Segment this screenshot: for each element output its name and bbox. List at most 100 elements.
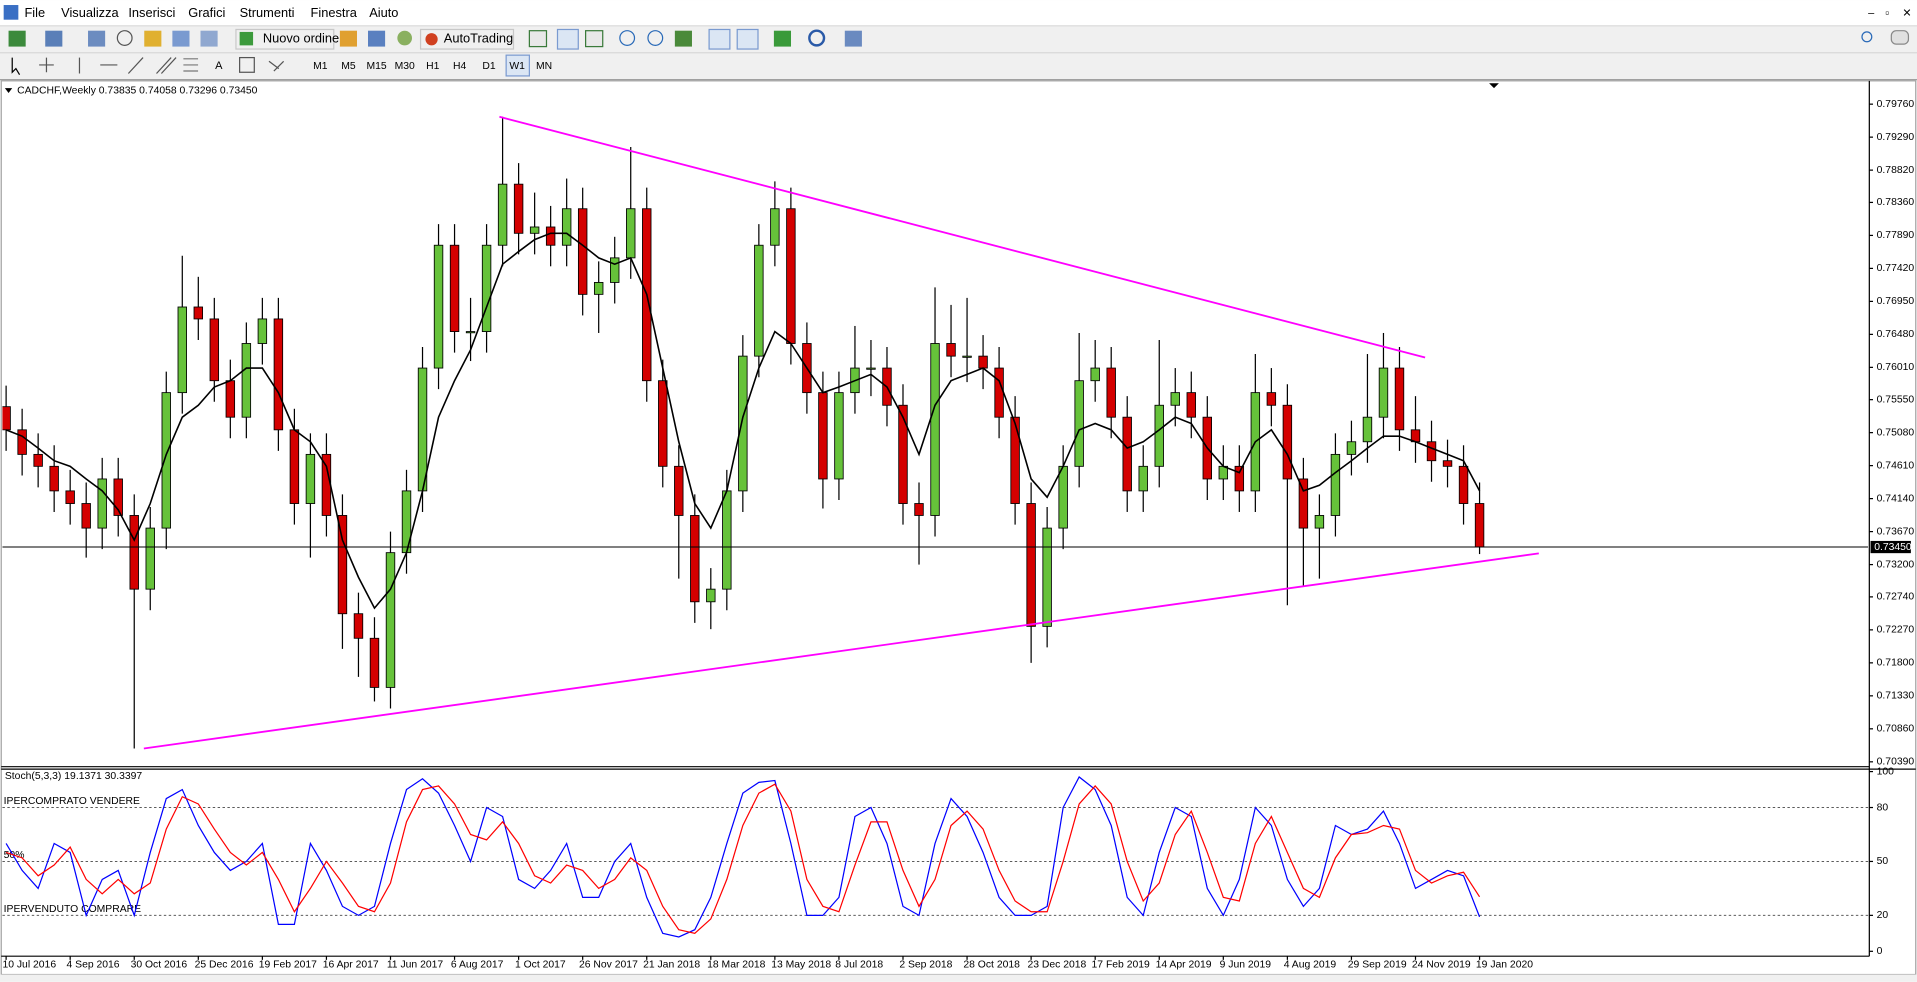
timeframe-button[interactable]: M15 (366, 61, 386, 72)
icon[interactable] (88, 30, 106, 47)
trendline (143, 552, 1539, 750)
candle-body (738, 355, 748, 492)
x-tick-label: 23 Dec 2018 (1027, 959, 1086, 970)
candle-body (1394, 367, 1405, 431)
tile-button[interactable] (674, 30, 692, 47)
timeframe-button[interactable]: MN (536, 61, 552, 72)
menu-item[interactable]: Grafici (188, 5, 225, 20)
y-tick-label: 0.79760 (1877, 99, 1915, 110)
icon[interactable] (144, 30, 162, 47)
channel-tool[interactable] (156, 57, 177, 74)
menu-item[interactable]: Finestra (311, 5, 358, 20)
menu-item[interactable]: Aiuto (369, 5, 398, 20)
candle-body (529, 226, 540, 234)
candle-body (113, 478, 123, 516)
timeframe-button[interactable]: M5 (341, 61, 356, 72)
moving-average (5, 232, 1481, 610)
arrows-tool[interactable] (268, 60, 285, 72)
timeframe-button[interactable]: D1 (482, 61, 495, 72)
icon[interactable] (200, 30, 218, 47)
icon[interactable] (116, 30, 133, 46)
icon[interactable] (397, 30, 413, 46)
text-tool[interactable]: A (215, 60, 223, 72)
candle-body (1346, 441, 1357, 455)
menu-item[interactable]: File (24, 5, 45, 20)
candle-body (1314, 515, 1325, 529)
candle-body (17, 429, 27, 455)
x-tick-label: 25 Dec 2016 (195, 959, 254, 970)
candle-body (834, 392, 844, 480)
candle-body (2, 406, 11, 431)
y-tick-label: 0.70390 (1877, 757, 1915, 768)
new-chart-icon[interactable] (8, 30, 26, 47)
candle-body (1106, 367, 1116, 418)
autotrading-button[interactable] (419, 28, 515, 50)
periods-button[interactable] (808, 29, 826, 47)
candle-body (770, 208, 780, 246)
candle-body (1234, 465, 1245, 492)
chart-shift-marker (1489, 83, 1499, 89)
autoscroll-button[interactable] (708, 28, 731, 50)
y-tick-label: 20 (1877, 910, 1889, 921)
menu-bar (0, 0, 1917, 26)
y-tick-label: 0.77420 (1877, 263, 1915, 274)
chat-icon[interactable] (1890, 30, 1910, 45)
icon[interactable] (172, 30, 190, 47)
candle-body (1138, 465, 1148, 492)
timeframe-button[interactable]: M30 (395, 61, 415, 72)
icon[interactable] (339, 30, 357, 47)
templates-button[interactable] (844, 30, 862, 47)
candle-body (626, 208, 636, 259)
autotrading-label: AutoTrading (444, 31, 513, 46)
y-tick-label: 100 (1877, 766, 1895, 777)
x-tick-label: 19 Feb 2017 (259, 959, 317, 970)
y-tick-label: 80 (1877, 802, 1889, 813)
close-button[interactable]: ✕ (1902, 7, 1911, 19)
candle-body (385, 552, 396, 688)
x-tick-label: 1 Oct 2017 (515, 959, 566, 970)
candle-body (353, 613, 364, 639)
candle-body (49, 465, 59, 492)
minimize-button[interactable]: – (1868, 7, 1875, 19)
candle-body (1058, 465, 1068, 529)
cursor-tool[interactable] (11, 57, 21, 76)
candle-body (561, 208, 572, 246)
candle-body (690, 515, 700, 603)
fibo-tool[interactable] (183, 58, 199, 72)
label-tool[interactable] (239, 56, 255, 73)
menu-item[interactable]: Visualizza (61, 5, 119, 20)
candle-body (1170, 392, 1180, 406)
last-price-label: 0.73450 (1874, 542, 1912, 553)
candle-chart-button[interactable] (556, 28, 579, 50)
candle-body (1090, 367, 1100, 382)
line-chart-button[interactable] (585, 30, 604, 48)
candle-body (593, 282, 604, 295)
timeframe-button[interactable]: W1 (509, 61, 525, 72)
x-tick-label: 10 Jul 2016 (2, 959, 56, 970)
search-icon[interactable] (1861, 31, 1873, 43)
profiles-icon[interactable] (45, 30, 63, 47)
zoom-out-button[interactable] (647, 30, 664, 46)
timeframe-button[interactable]: M1 (313, 61, 328, 72)
candle-body (898, 404, 908, 504)
trendline-tool[interactable] (127, 57, 144, 74)
restore-button[interactable]: ▫ (1885, 7, 1889, 19)
menu-item[interactable]: Inserisci (128, 5, 175, 20)
candle-body (1458, 465, 1469, 504)
candle-body (1330, 453, 1341, 516)
timeframe-button[interactable]: H4 (453, 61, 466, 72)
y-tick-label: 0.70860 (1877, 724, 1915, 735)
new-order-button[interactable] (235, 28, 335, 50)
zoom-in-button[interactable] (619, 30, 636, 46)
y-tick-label: 0.77890 (1877, 230, 1915, 241)
bar-chart-button[interactable] (528, 30, 548, 48)
menu-item[interactable]: Strumenti (240, 5, 295, 20)
candle-body (818, 392, 828, 480)
y-tick-label: 0.71800 (1877, 658, 1915, 669)
indicators-button[interactable] (773, 30, 792, 47)
crosshair-tool[interactable] (39, 57, 54, 73)
timeframe-button[interactable]: H1 (426, 61, 439, 72)
chart-shift-button[interactable] (736, 28, 759, 50)
icon[interactable] (367, 30, 386, 47)
